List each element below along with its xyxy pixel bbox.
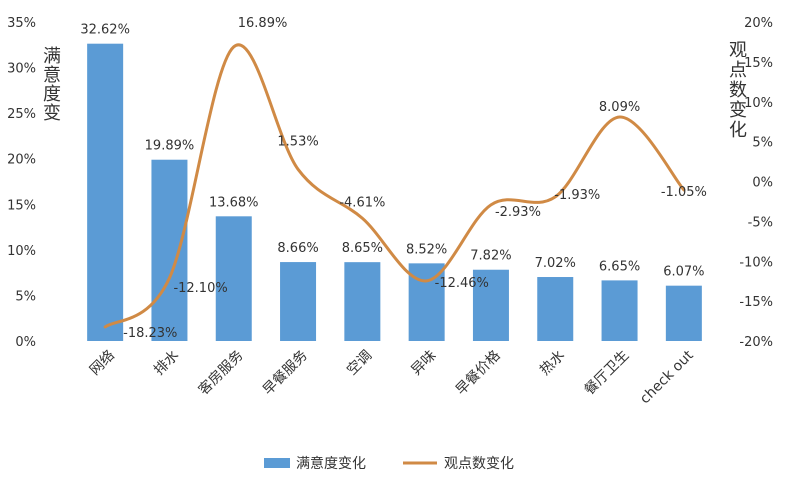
bar <box>215 216 252 341</box>
bar-value-label: 7.82% <box>470 249 511 264</box>
category-label: 早餐服务 <box>260 348 311 399</box>
line-value-label: -2.93% <box>495 205 541 220</box>
line-value-label: -1.93% <box>554 188 600 203</box>
bar <box>472 269 509 341</box>
category-label: 空调 <box>344 348 375 379</box>
bar <box>87 43 124 341</box>
line-value-label: -12.46% <box>435 276 489 291</box>
category-label: 客房服务 <box>195 347 247 399</box>
right-axis-tick-label: -10% <box>739 255 773 270</box>
bar <box>151 159 188 341</box>
left-axis-tick-label: 15% <box>7 198 36 213</box>
line-value-label: -1.05% <box>661 185 707 200</box>
category-label: 排水 <box>151 348 182 379</box>
bar-value-label: 13.68% <box>209 195 259 210</box>
left-axis-tick-label: 25% <box>7 107 36 122</box>
line-value-label: -4.61% <box>339 195 385 210</box>
line-value-label: -18.23% <box>123 326 177 341</box>
category-label: 异味 <box>408 348 439 379</box>
series-line-观点数变化 <box>103 43 686 329</box>
bar-value-label: 6.65% <box>599 259 640 274</box>
left-axis-tick-label: 5% <box>15 289 36 304</box>
line-value-label: 16.89% <box>238 16 288 31</box>
bar-value-label: 32.62% <box>80 23 130 38</box>
category-label: 热水 <box>537 348 568 379</box>
right-axis-tick-label: 10% <box>744 96 773 111</box>
category-label: 餐厅卫生 <box>581 348 632 399</box>
right-axis-title: 观点数变化 <box>729 40 747 141</box>
left-axis-tick-label: 35% <box>7 16 36 31</box>
bar-value-label: 6.07% <box>663 265 704 280</box>
right-axis-tick-label: -5% <box>748 215 773 230</box>
right-axis-tick-label: -20% <box>739 335 773 350</box>
bar-value-label: 7.02% <box>535 256 576 271</box>
right-axis-tick-label: 5% <box>752 136 773 151</box>
line-value-label: 8.09% <box>599 100 640 115</box>
legend-label-bar: 满意度变化 <box>296 455 366 472</box>
bar <box>280 262 317 341</box>
right-axis-tick-label: -15% <box>739 295 773 310</box>
bar-value-label: 8.52% <box>406 242 447 257</box>
legend-label-line: 观点数变化 <box>444 456 514 472</box>
bar <box>601 280 638 341</box>
left-axis-tick-label: 20% <box>7 153 36 168</box>
right-axis-tick-label: 15% <box>744 56 773 71</box>
category-label: 早餐价格 <box>453 348 504 399</box>
category-label: 网络 <box>87 348 118 379</box>
bar <box>537 277 574 341</box>
bar-value-label: 19.89% <box>145 139 195 154</box>
bar-value-label: 8.66% <box>277 241 318 256</box>
legend-swatch-bar <box>264 458 290 468</box>
right-axis-tick-label: 0% <box>752 176 773 191</box>
line-value-label: -12.10% <box>173 281 227 296</box>
left-axis-tick-label: 10% <box>7 244 36 259</box>
left-axis-tick-label: 30% <box>7 62 36 77</box>
right-axis-tick-label: 20% <box>744 16 773 31</box>
bar-value-label: 8.65% <box>342 241 383 256</box>
line-value-label: 1.53% <box>277 134 318 149</box>
bar <box>344 262 381 341</box>
left-axis-tick-label: 0% <box>15 335 36 350</box>
bar <box>665 285 702 341</box>
category-label: check out <box>637 347 697 407</box>
left-axis-title: 满意度变 <box>43 46 61 124</box>
